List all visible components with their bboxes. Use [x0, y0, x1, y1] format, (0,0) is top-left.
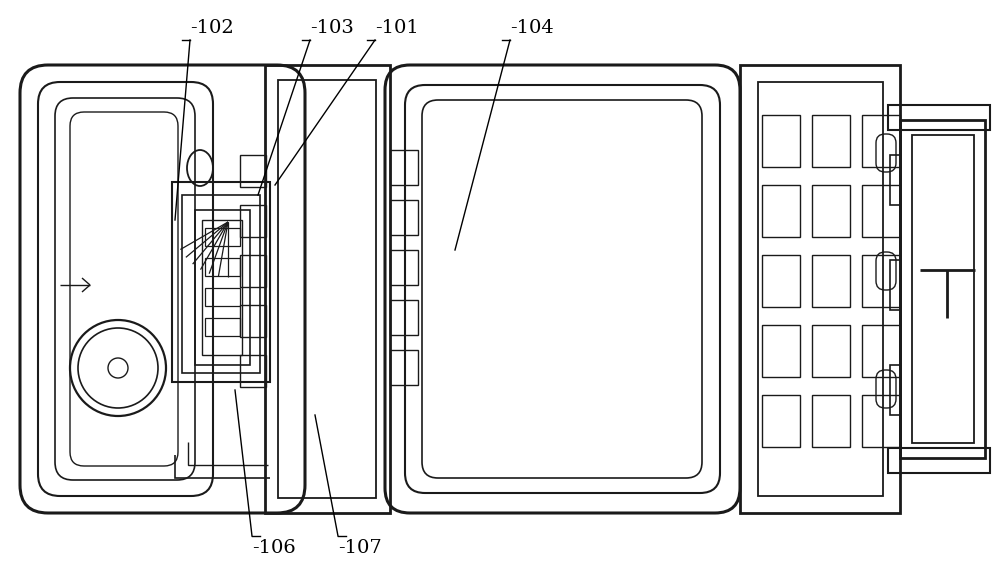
Bar	[205, 258, 240, 276]
Bar	[862, 185, 900, 237]
Bar	[888, 105, 990, 130]
Bar	[265, 65, 390, 513]
Bar	[172, 182, 270, 382]
Text: -106: -106	[252, 539, 296, 557]
Bar	[205, 288, 240, 306]
Bar	[812, 255, 850, 307]
Bar	[202, 220, 242, 355]
Bar	[762, 255, 800, 307]
Bar	[195, 210, 250, 365]
Bar	[912, 135, 974, 443]
Bar	[762, 395, 800, 447]
Bar	[812, 115, 850, 167]
Bar	[390, 250, 418, 285]
Text: -102: -102	[190, 19, 234, 37]
Bar	[390, 350, 418, 385]
Bar	[390, 300, 418, 335]
Text: -104: -104	[510, 19, 554, 37]
Bar	[240, 155, 266, 187]
Bar	[862, 255, 900, 307]
Bar	[900, 120, 985, 458]
Bar	[240, 205, 266, 237]
Bar	[762, 115, 800, 167]
Bar	[758, 82, 883, 496]
Bar	[888, 448, 990, 473]
Bar	[762, 325, 800, 377]
Bar	[205, 318, 240, 336]
Text: -107: -107	[338, 539, 382, 557]
Bar	[240, 255, 266, 287]
Bar	[812, 325, 850, 377]
Text: -101: -101	[375, 19, 419, 37]
Bar	[390, 200, 418, 235]
Bar	[182, 195, 260, 373]
Bar	[812, 395, 850, 447]
Bar	[762, 185, 800, 237]
Bar	[862, 115, 900, 167]
Bar	[740, 65, 900, 513]
Bar	[278, 80, 376, 498]
Text: -103: -103	[310, 19, 354, 37]
Bar	[862, 325, 900, 377]
Bar	[240, 355, 266, 387]
Bar	[205, 228, 240, 246]
Bar	[812, 185, 850, 237]
Bar	[390, 150, 418, 185]
Bar	[862, 395, 900, 447]
Bar	[240, 305, 266, 337]
